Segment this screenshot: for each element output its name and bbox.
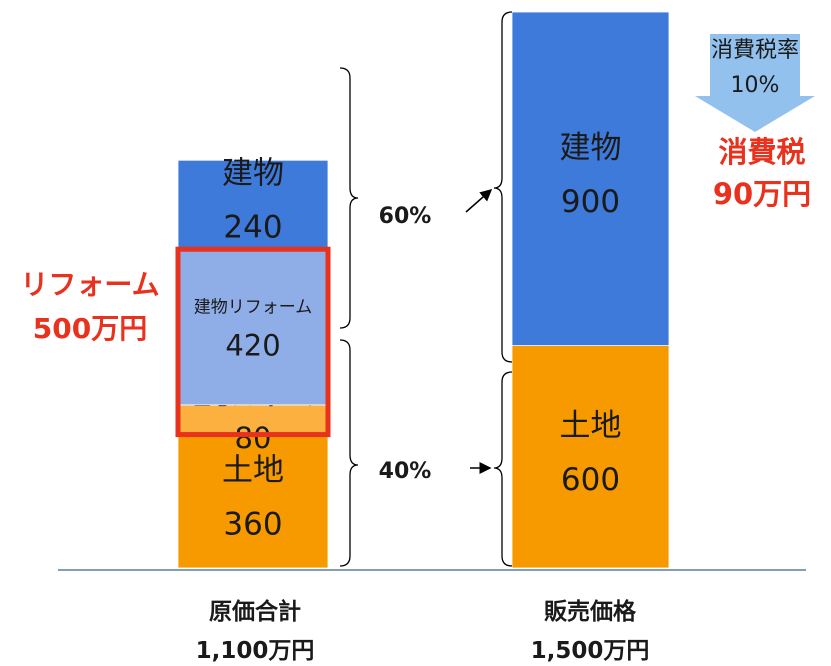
segment-value-building-reform: 420 <box>225 329 280 363</box>
segment-value-land: 360 <box>223 506 282 542</box>
segment-label-building: 建物 <box>560 130 622 166</box>
reform-label-line2: 500万円 <box>33 312 147 345</box>
pct-lower-label: 40% <box>379 459 432 484</box>
segment-label-building-reform: 建物リフォーム <box>194 298 313 318</box>
segment-building-reform-cost <box>177 248 329 406</box>
segment-land-sale <box>511 345 670 569</box>
tax-down-arrow-shape <box>695 34 815 132</box>
segment-value-building: 900 <box>561 184 620 220</box>
segment-value-land-reform: 80 <box>235 421 272 455</box>
segment-label-building: 建物 <box>222 156 284 192</box>
category-label-cost: 原価合計 <box>209 598 301 625</box>
pct-upper-label: 60% <box>379 204 432 229</box>
segment-land-reform-cost <box>177 404 329 435</box>
category-label-sale: 販売価格 <box>544 598 637 625</box>
reform-label-line1: リフォーム <box>20 268 159 301</box>
segment-land-cost <box>177 434 329 569</box>
brace-cost-lower <box>339 339 359 567</box>
category-total-sale: 1,500万円 <box>531 638 650 664</box>
brace-sale-upper <box>493 11 513 363</box>
brace-sale-lower <box>493 371 513 567</box>
tax-label-line2: 90万円 <box>713 177 811 211</box>
brace-cost-upper <box>339 67 359 329</box>
tax-rate-label-line2: 10% <box>731 73 780 98</box>
reform-highlight-box <box>175 246 331 438</box>
arrow-upper <box>465 189 493 213</box>
bar-sale-price: 土地 600 建物 900 <box>511 11 670 569</box>
segment-label-land: 土地 <box>222 452 284 488</box>
bar-cost-total: 土地360土地リフォーム80建物リフォーム420建物240 <box>177 156 329 569</box>
tax-label-line1: 消費税 <box>718 135 805 169</box>
segment-value-building: 240 <box>223 210 282 246</box>
category-total-cost: 1,100万円 <box>196 638 315 664</box>
tax-rate-label-line1: 消費税率 <box>711 38 799 63</box>
segment-label-land: 土地 <box>560 408 622 444</box>
segment-building-sale <box>511 11 670 347</box>
segment-value-land: 600 <box>561 462 620 498</box>
segment-building-cost <box>177 159 329 250</box>
